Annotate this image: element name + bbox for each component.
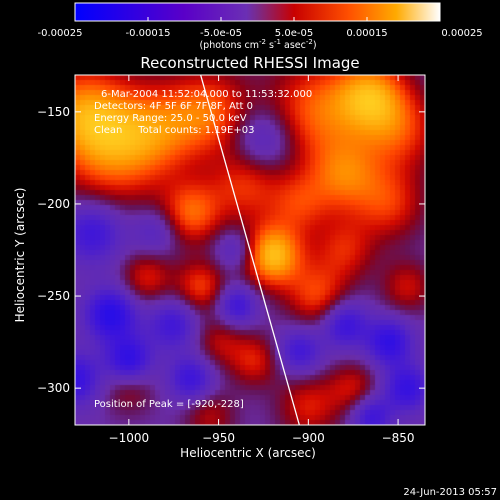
colorbar-tick-label-1: -0.00015: [126, 28, 171, 39]
x-tick-label: −900: [292, 431, 325, 445]
colorbar-unit-label: (photons cm-2 s-1 asec-2): [199, 38, 316, 51]
colorbar-tick-label-0: -0.00025: [38, 28, 83, 39]
timestamp-footer: 24-Jun-2013 05:57: [403, 487, 497, 498]
info-line-time: 6-Mar-2004 11:52:04.000 to 11:53:32.000: [101, 89, 312, 100]
plot-frame: [74, 74, 426, 426]
y-tick-label: −250: [37, 289, 70, 303]
info-line-counts: Clean Total counts: 1.19E+03: [94, 125, 254, 136]
colorbar-tick-label-5: 0.00025: [441, 28, 482, 39]
colorbar-tick-label-3: 5.0e-05: [275, 28, 313, 39]
colorbar-tick-label-4: 0.00015: [346, 28, 387, 39]
colorbar-ticks: [74, 17, 441, 21]
info-line-energy: Energy Range: 25.0 - 50.0 keV: [94, 113, 247, 124]
x-axis: −1000 −950 −900 −850: [109, 75, 415, 445]
peak-position-label: Position of Peak = [-920,-228]: [94, 399, 244, 410]
y-axis: −150 −200 −250 −300: [37, 105, 425, 395]
info-line-detectors: Detectors: 4F 5F 6F 7F 8F, Att 0: [94, 101, 253, 112]
colorbar: [74, 2, 441, 22]
y-tick-label: −300: [37, 381, 70, 395]
x-axis-label: Heliocentric X (arcsec): [180, 446, 316, 460]
colorbar-tick-label-2: -5.0e-05: [200, 28, 242, 39]
x-tick-label: −950: [202, 431, 235, 445]
y-tick-label: −200: [37, 197, 70, 211]
x-tick-label: −1000: [109, 431, 150, 445]
y-axis-label: Heliocentric Y (arcsec): [13, 188, 27, 323]
x-tick-label: −850: [382, 431, 415, 445]
solar-limb-line: [200, 75, 300, 425]
y-tick-label: −150: [37, 105, 70, 119]
chart-title: Reconstructed RHESSI Image: [140, 54, 359, 72]
